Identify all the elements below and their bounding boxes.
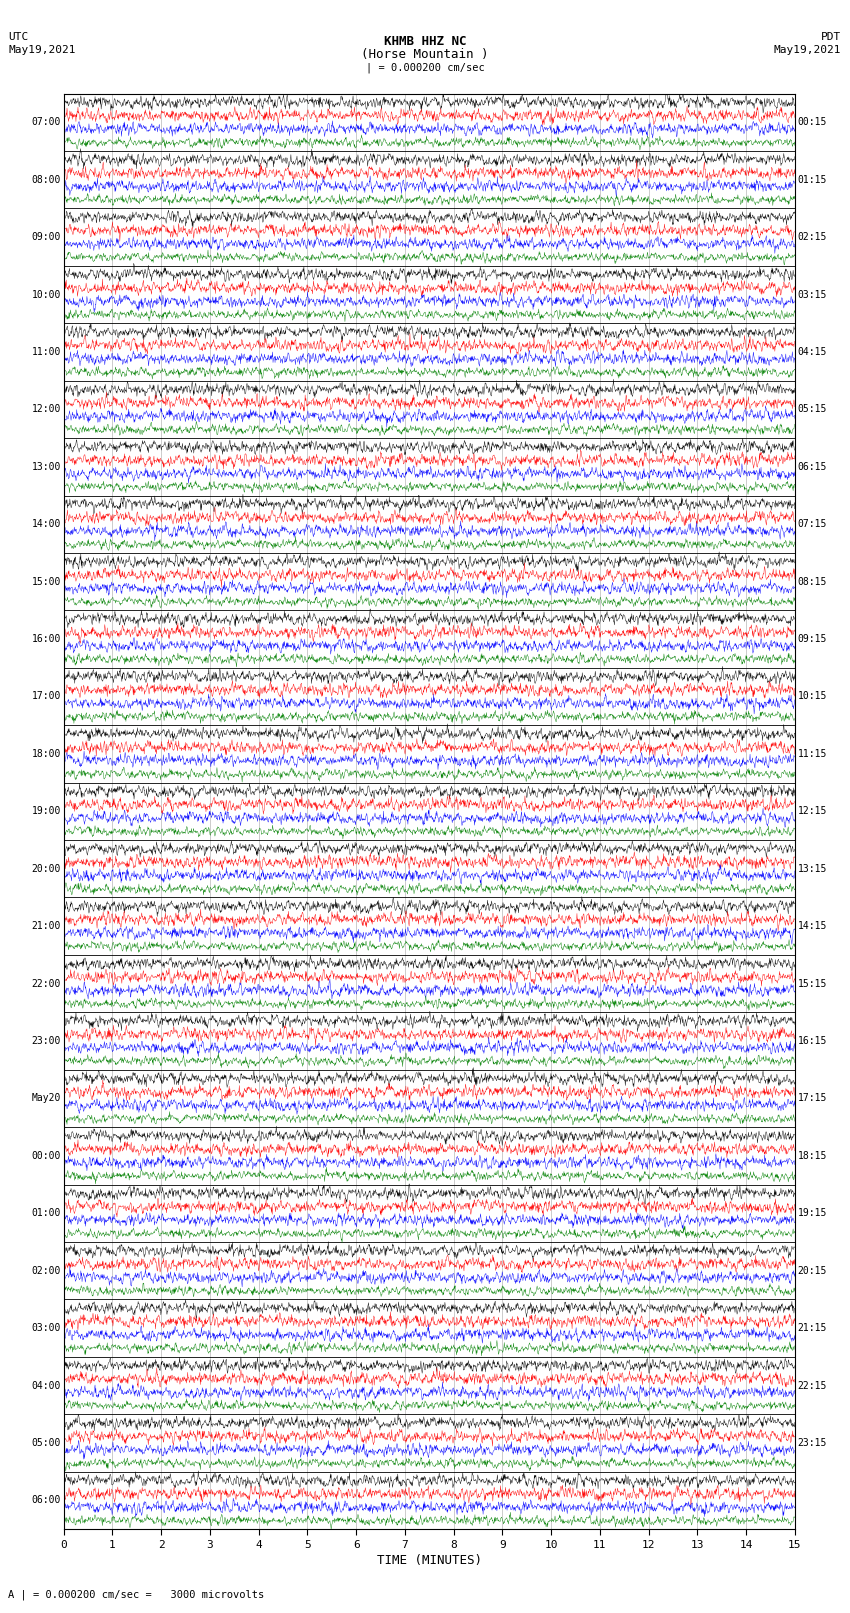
Text: (Horse Mountain ): (Horse Mountain ): [361, 48, 489, 61]
Text: KHMB HHZ NC: KHMB HHZ NC: [383, 35, 467, 48]
X-axis label: TIME (MINUTES): TIME (MINUTES): [377, 1553, 482, 1566]
Text: UTC: UTC: [8, 32, 29, 42]
Text: A | = 0.000200 cm/sec =   3000 microvolts: A | = 0.000200 cm/sec = 3000 microvolts: [8, 1589, 264, 1600]
Text: May19,2021: May19,2021: [774, 45, 842, 55]
Text: | = 0.000200 cm/sec: | = 0.000200 cm/sec: [366, 63, 484, 74]
Text: PDT: PDT: [821, 32, 842, 42]
Text: May19,2021: May19,2021: [8, 45, 76, 55]
